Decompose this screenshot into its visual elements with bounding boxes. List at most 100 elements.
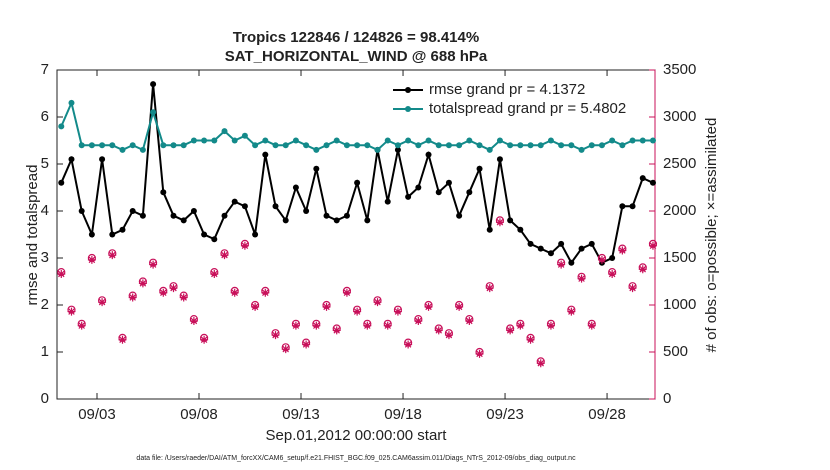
series-point (558, 142, 565, 149)
series-point (578, 146, 585, 153)
series-point (119, 226, 126, 233)
series-point (425, 151, 432, 158)
obs-assimilated (271, 331, 280, 340)
obs-assimilated (424, 302, 433, 311)
obs-assimilated (495, 218, 504, 227)
series-point (231, 137, 238, 144)
series-point (496, 137, 503, 144)
y-tick-label: 4 (41, 202, 49, 219)
obs-assimilated (189, 316, 198, 325)
series-point (568, 142, 575, 149)
obs-assimilated (98, 298, 107, 307)
obs-assimilated (138, 279, 147, 288)
series-point (180, 142, 187, 149)
series-point (211, 236, 218, 243)
series-point (78, 208, 85, 214)
series-point (507, 142, 514, 149)
series-point (119, 146, 126, 153)
series-point (486, 226, 493, 233)
series-point (282, 142, 289, 149)
obs-assimilated (363, 321, 372, 330)
series-point (547, 250, 554, 257)
y-tick-label: 0 (41, 390, 49, 407)
obs-assimilated (485, 284, 494, 293)
series-point (619, 203, 626, 210)
series-point (58, 123, 65, 130)
series-point (150, 109, 157, 116)
series-point (619, 142, 626, 149)
series-point (211, 137, 218, 144)
series-point (252, 231, 259, 238)
series-point (496, 156, 503, 163)
series-point (435, 189, 442, 196)
y-tick-label: 6 (41, 108, 49, 125)
series-point (415, 184, 422, 191)
obs-assimilated (546, 321, 555, 330)
y2-axis-label: # of obs: o=possible; ×=assimilated (703, 118, 720, 353)
series-point (343, 212, 350, 219)
series-point (364, 217, 371, 224)
obs-assimilated (648, 241, 657, 250)
series-point (160, 189, 167, 196)
series-point (150, 81, 157, 88)
series-point (364, 142, 371, 149)
series-point (629, 203, 636, 210)
series-point (129, 142, 136, 149)
series-point (374, 146, 381, 153)
series-point (384, 137, 391, 144)
obs-assimilated (77, 321, 86, 330)
series-point (323, 142, 330, 149)
obs-assimilated (108, 251, 117, 260)
obs-assimilated (200, 335, 209, 344)
y2-tick-label: 2500 (663, 155, 696, 172)
series-point (201, 231, 208, 238)
series-point (415, 142, 422, 149)
x-tick-label: 09/08 (180, 406, 218, 423)
series-point (292, 184, 299, 191)
obs-assimilated (128, 293, 137, 302)
series-point (445, 179, 452, 186)
series-point (456, 212, 463, 219)
y-tick-label: 2 (41, 296, 49, 313)
series-point (507, 217, 514, 224)
series-point (343, 142, 350, 149)
series-point (425, 137, 432, 144)
series-point (578, 245, 585, 252)
obs-assimilated (87, 255, 96, 264)
y2-tick-label: 0 (663, 390, 671, 407)
series-point (99, 142, 106, 149)
obs-assimilated (149, 260, 158, 269)
series-point (190, 208, 197, 214)
series-point (129, 208, 136, 214)
obs-assimilated (261, 288, 270, 297)
series-point (78, 142, 85, 149)
series-point (252, 142, 259, 149)
obs-assimilated (526, 335, 535, 344)
series-point (527, 240, 534, 247)
series-point (588, 240, 595, 247)
obs-assimilated (638, 265, 647, 274)
series-point (527, 142, 534, 149)
series-point (88, 142, 95, 149)
series-point (109, 231, 116, 238)
series-point (588, 142, 595, 149)
series-point (282, 217, 289, 224)
series-point (649, 137, 656, 144)
y-tick-label: 1 (41, 343, 49, 360)
obs-assimilated (567, 307, 576, 316)
x-tick-label: 09/23 (486, 406, 524, 423)
series-point (170, 142, 177, 149)
obs-assimilated (444, 331, 453, 340)
series-point (609, 137, 616, 144)
series-point (262, 151, 269, 158)
series-point (303, 142, 310, 149)
series-point (639, 175, 646, 182)
series-point (160, 142, 167, 149)
series-point (547, 137, 554, 144)
obs-assimilated (291, 321, 300, 330)
x-tick-label: 09/03 (78, 406, 116, 423)
series-point (262, 137, 269, 144)
legend-label: rmse grand pr = 4.1372 (429, 81, 585, 98)
obs-assimilated (210, 269, 219, 278)
